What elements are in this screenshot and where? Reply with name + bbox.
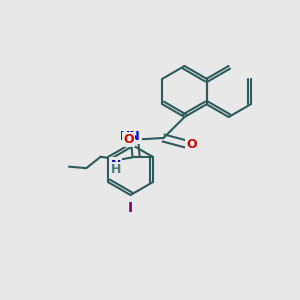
Text: I: I	[128, 202, 133, 215]
Text: H: H	[110, 163, 121, 176]
Text: N: N	[110, 159, 121, 172]
Text: HN: HN	[119, 130, 140, 143]
Text: O: O	[123, 133, 134, 146]
Text: O: O	[186, 137, 197, 151]
